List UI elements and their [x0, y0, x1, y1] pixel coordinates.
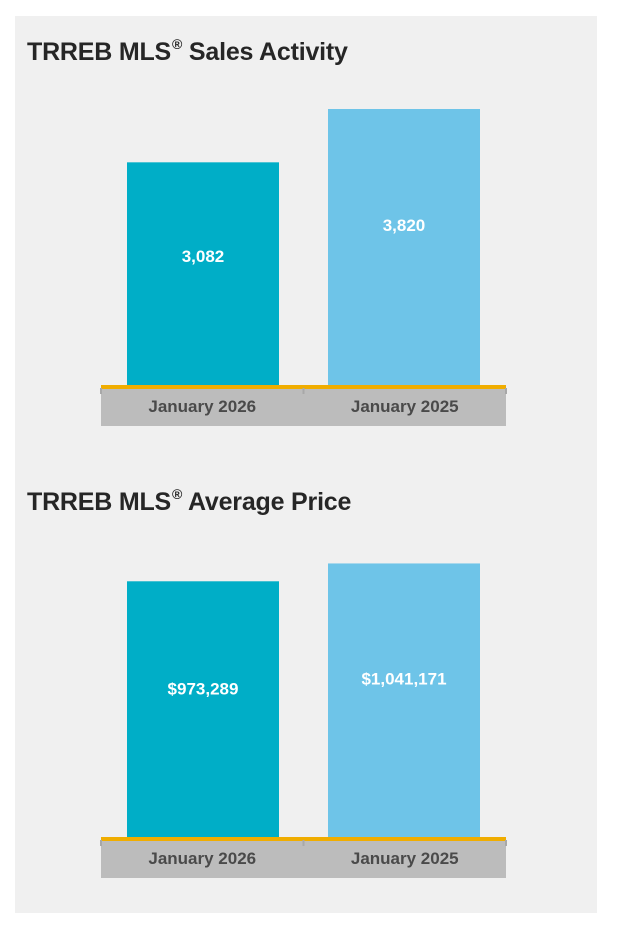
x-axis-baseline [101, 385, 506, 389]
axis-tick [302, 388, 305, 394]
chart-panel: TRREB MLS® Sales Activity 3,082 January 2… [15, 16, 597, 913]
registered-mark: ® [172, 486, 183, 502]
axis-tick [505, 388, 507, 394]
bar-2 [328, 563, 480, 837]
axis-tick [302, 840, 305, 846]
bar-2 [328, 109, 480, 385]
average-price-title: TRREB MLS® Average Price [27, 486, 351, 517]
x-tick-label: January 2026 [148, 397, 256, 416]
bar-value-label: 3,820 [383, 216, 426, 235]
axis-tick [100, 840, 102, 846]
category-band [101, 840, 506, 878]
registered-mark: ® [172, 36, 183, 52]
x-axis-baseline [101, 837, 506, 841]
sales-activity-title-suffix: Sales Activity [182, 38, 348, 66]
average-price-title-suffix: Average Price [182, 488, 352, 516]
average-price-plot: $973,289 January 2026 $1,041,171 January 20… [100, 563, 507, 878]
sales-activity-plot: 3,082 January 2026 3,820 January 2025 [100, 109, 507, 426]
axis-tick [505, 840, 507, 846]
sales-activity-title: TRREB MLS® Sales Activity [27, 36, 348, 67]
bar-1 [127, 162, 279, 385]
bar-1 [127, 581, 279, 837]
average-price-title-main: TRREB MLS [27, 488, 172, 516]
bar-value-label: $973,289 [168, 680, 239, 699]
bar-value-label: 3,082 [182, 247, 225, 266]
category-band [101, 388, 506, 426]
x-tick-label: January 2026 [148, 849, 256, 868]
x-tick-label: January 2025 [351, 397, 459, 416]
bar-value-label: $1,041,171 [361, 669, 446, 688]
axis-tick [100, 388, 102, 394]
sales-activity-title-main: TRREB MLS [27, 38, 172, 66]
x-tick-label: January 2025 [351, 849, 459, 868]
